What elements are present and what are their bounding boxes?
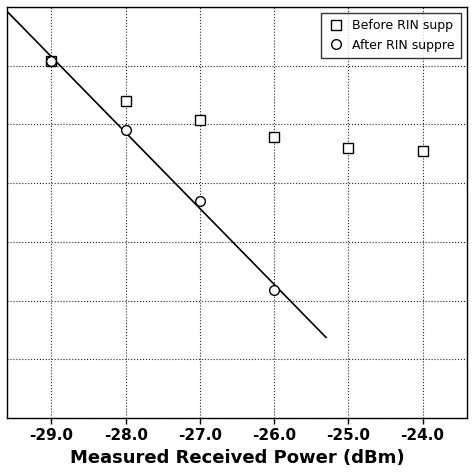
After RIN suppre (271, 287, 277, 293)
After RIN suppre (197, 198, 203, 204)
X-axis label: Measured Received Power (dBm): Measured Received Power (dBm) (70, 449, 404, 467)
Legend: Before RIN supp, After RIN suppre: Before RIN supp, After RIN suppre (321, 13, 461, 58)
After RIN suppre (49, 58, 55, 64)
Before RIN supp (197, 117, 203, 123)
Line: Before RIN supp: Before RIN supp (46, 56, 428, 156)
Line: After RIN suppre: After RIN suppre (46, 56, 279, 295)
Before RIN supp (419, 148, 425, 154)
Before RIN supp (346, 145, 351, 151)
Before RIN supp (123, 98, 128, 104)
Before RIN supp (271, 135, 277, 140)
After RIN suppre (123, 127, 128, 133)
Before RIN supp (49, 58, 55, 64)
